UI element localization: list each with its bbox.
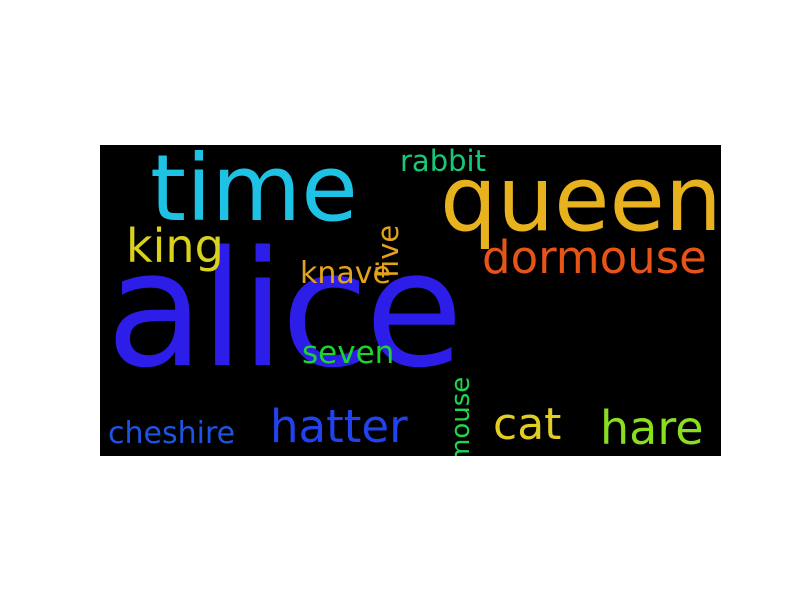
word-cheshire: cheshire bbox=[108, 416, 236, 451]
word-seven: seven bbox=[302, 335, 395, 371]
word-knave: knave bbox=[300, 256, 391, 291]
word-cat: cat bbox=[493, 399, 562, 450]
word-rabbit: rabbit bbox=[400, 145, 486, 178]
word-queen: queen bbox=[440, 147, 721, 252]
word-cloud: alice time queen king dormouse rabbit fi… bbox=[100, 145, 721, 456]
word-alice: alice bbox=[106, 216, 463, 403]
word-hare: hare bbox=[600, 401, 704, 455]
word-king: king bbox=[126, 219, 224, 273]
word-time: time bbox=[150, 145, 358, 242]
word-dormouse: dormouse bbox=[482, 231, 707, 284]
word-mouse: mouse bbox=[446, 376, 476, 456]
word-hatter: hatter bbox=[270, 400, 408, 453]
